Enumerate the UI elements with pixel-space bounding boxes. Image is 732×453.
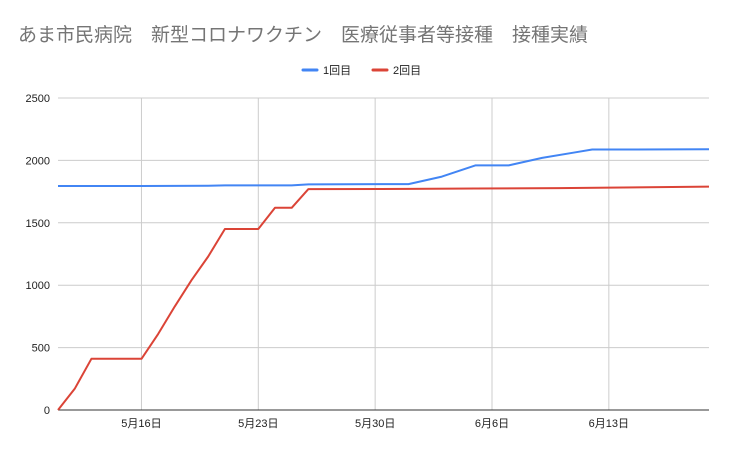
series-line-2	[57, 185, 710, 411]
series-group	[57, 148, 710, 411]
y-tick-label: 0	[44, 405, 50, 417]
series-line-1	[58, 148, 710, 187]
legend-label-1: 1回目	[323, 64, 351, 77]
legend-label-2: 2回目	[393, 64, 421, 77]
x-tick-label: 5月16日	[121, 418, 161, 430]
y-tick-label: 2500	[26, 93, 50, 105]
y-tick-label: 1000	[26, 280, 50, 292]
y-tick-label: 500	[32, 343, 50, 355]
y-tick-label: 1500	[26, 218, 50, 230]
y-tick-label: 2000	[26, 155, 50, 167]
axes: 0 500 1000 1500 2000 2500 5月16日 5月23日 5月30日 6月6日 6…	[26, 93, 709, 430]
x-tick-label: 5月30日	[355, 418, 395, 430]
grid	[58, 97, 709, 411]
chart-title: あま市民病院 新型コロナワクチン 医療従事者等接種 接種実績	[18, 25, 589, 46]
legend: 1回目 2回目	[301, 64, 421, 77]
x-tick-label: 6月6日	[475, 418, 509, 430]
x-tick-label: 5月23日	[238, 418, 278, 430]
x-tick-label: 6月13日	[589, 418, 629, 430]
